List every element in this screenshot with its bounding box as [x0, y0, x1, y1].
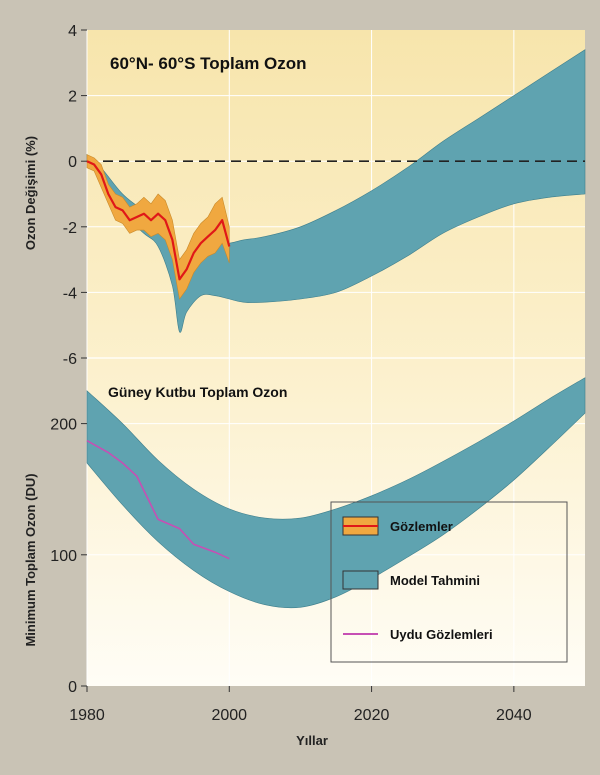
- legend-item-model: Model Tahmini: [342, 570, 480, 590]
- antarctic-ozone-title: Güney Kutbu Toplam Ozon: [108, 384, 287, 400]
- total-ozone-tick-label: -4: [63, 285, 77, 302]
- total-ozone-tick-label: 4: [68, 23, 77, 40]
- total-ozone-tick-label: 0: [68, 154, 77, 171]
- x-axis-ticks: 1980 2000 2020 2040: [69, 686, 532, 724]
- antarctic-ozone-tick-label: 200: [50, 417, 77, 434]
- antarctic-ozone-y-ticks: 0 100 200: [50, 417, 87, 696]
- legend-box: [330, 501, 568, 663]
- total-ozone-y-ticks: -6 -4 -2 0 2 4: [63, 23, 87, 368]
- antarctic-ozone-tick-label: 100: [50, 548, 77, 565]
- antarctic-ozone-tick-label: 0: [68, 679, 77, 696]
- x-tick-label: 1980: [69, 707, 105, 724]
- total-ozone-observation-line: [86, 160, 231, 281]
- total-ozone-observation-band: [86, 154, 230, 300]
- x-tick-label: 2040: [496, 707, 532, 724]
- legend-item-observations: Gözlemler: [342, 516, 453, 536]
- total-ozone-y-axis-label: Ozon Değişimi (%): [23, 136, 38, 250]
- total-ozone-tick-label: -6: [63, 351, 77, 368]
- legend: Gözlemler Model Tahmini Uydu Gözlemleri: [330, 501, 568, 663]
- x-axis-label: Yıllar: [296, 733, 328, 748]
- total-ozone-title: 60°N- 60°S Toplam Ozon: [110, 54, 307, 73]
- legend-satellite-label: Uydu Gözlemleri: [390, 627, 493, 642]
- legend-item-satellite: Uydu Gözlemleri: [343, 627, 493, 642]
- x-tick-label: 2020: [354, 707, 390, 724]
- legend-observations-label: Gözlemler: [390, 519, 453, 534]
- legend-model-swatch: [342, 570, 379, 590]
- x-tick-label: 2000: [211, 707, 247, 724]
- antarctic-ozone-y-axis-label: Minimum Toplam Ozon (DU): [23, 473, 38, 646]
- antarctic-satellite-observation-line: [86, 440, 230, 560]
- legend-model-label: Model Tahmini: [390, 573, 480, 588]
- total-ozone-tick-label: -2: [63, 220, 77, 237]
- total-ozone-tick-label: 2: [68, 89, 77, 106]
- antarctic-ozone-panel: 0 100 200 Güney Kutbu Toplam Ozon Minimum …: [23, 377, 586, 696]
